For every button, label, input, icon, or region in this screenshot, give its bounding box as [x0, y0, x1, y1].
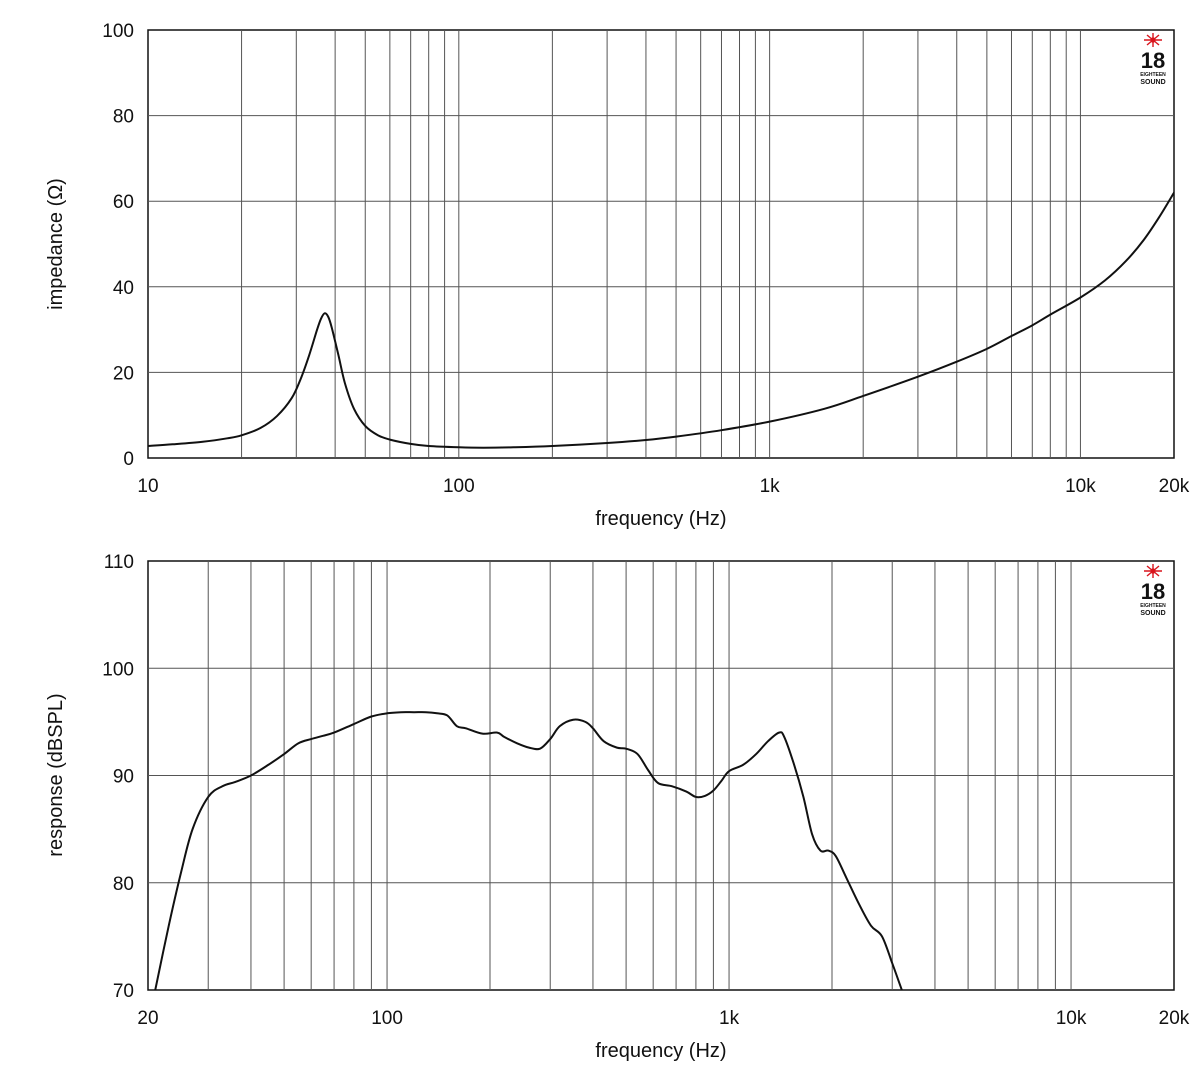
logo-caption: EIGHTEEN: [1140, 603, 1166, 609]
response-y-tick-label: 80: [113, 874, 134, 895]
impedance-x-tick-label: 100: [443, 476, 475, 497]
response-x-axis-label: frequency (Hz): [595, 1040, 726, 1062]
response-y-gridlines: [148, 667, 1174, 884]
response-y-tick-label: 110: [104, 552, 134, 573]
impedance-chart: 10 100 1k 10k 20k 0 20 40 60 80 100 frequency (Hz…: [45, 21, 1190, 530]
response-x-tick-labels: 20 100 1k 10k 20k: [137, 1008, 1189, 1029]
impedance-series-group: [148, 191, 1174, 449]
impedance-y-axis-label: impedance (Ω): [45, 178, 67, 310]
response-x-tick-label: 1k: [719, 1008, 740, 1029]
response-series-group: [154, 711, 903, 990]
impedance-x-gridlines: [241, 30, 1081, 458]
impedance-y-tick-label: 20: [113, 363, 134, 384]
response-y-tick-label: 90: [113, 767, 134, 788]
response-x-tick-label: 100: [371, 1008, 403, 1029]
logo-caption: EIGHTEEN: [1140, 72, 1166, 78]
impedance-y-tick-label: 40: [113, 278, 134, 299]
eighteen-sound-logo: 18 EIGHTEEN SOUND: [1140, 564, 1166, 617]
response-series-line: [154, 711, 903, 990]
eighteen-sound-logo: 18 EIGHTEEN SOUND: [1140, 33, 1166, 86]
impedance-x-tick-labels: 10 100 1k 10k 20k: [137, 476, 1189, 497]
logo-word: SOUND: [1140, 610, 1165, 617]
impedance-y-tick-label: 0: [123, 449, 134, 470]
response-y-axis-label: response (dBSPL): [45, 693, 67, 856]
response-x-tick-label: 10k: [1056, 1008, 1087, 1029]
response-y-tick-label: 100: [102, 659, 134, 680]
impedance-x-tick-label: 20k: [1159, 476, 1190, 497]
impedance-series-line: [148, 191, 1174, 449]
impedance-y-tick-label: 100: [102, 21, 134, 42]
logo-number: 18: [1141, 579, 1165, 604]
response-y-tick-labels: 70 80 90 100 110: [102, 552, 134, 1002]
star-icon: [1144, 564, 1162, 578]
impedance-y-tick-label: 60: [113, 192, 134, 213]
impedance-y-gridlines: [148, 115, 1174, 373]
response-y-tick-label: 70: [113, 981, 134, 1002]
impedance-x-tick-label: 10k: [1065, 476, 1096, 497]
impedance-y-tick-label: 80: [113, 107, 134, 128]
impedance-plot-area: [147, 29, 1175, 459]
response-chart: 20 100 1k 10k 20k 70 80 90 100 110 frequency (Hz…: [45, 552, 1190, 1062]
impedance-x-tick-label: 10: [137, 476, 158, 497]
logo-number: 18: [1141, 48, 1165, 73]
response-x-tick-label: 20: [137, 1008, 158, 1029]
impedance-x-tick-label: 1k: [760, 476, 781, 497]
response-x-tick-label: 20k: [1159, 1008, 1190, 1029]
star-icon: [1144, 33, 1162, 47]
impedance-x-axis-label: frequency (Hz): [595, 508, 726, 530]
logo-word: SOUND: [1140, 79, 1165, 86]
impedance-y-tick-labels: 0 20 40 60 80 100: [102, 21, 134, 470]
